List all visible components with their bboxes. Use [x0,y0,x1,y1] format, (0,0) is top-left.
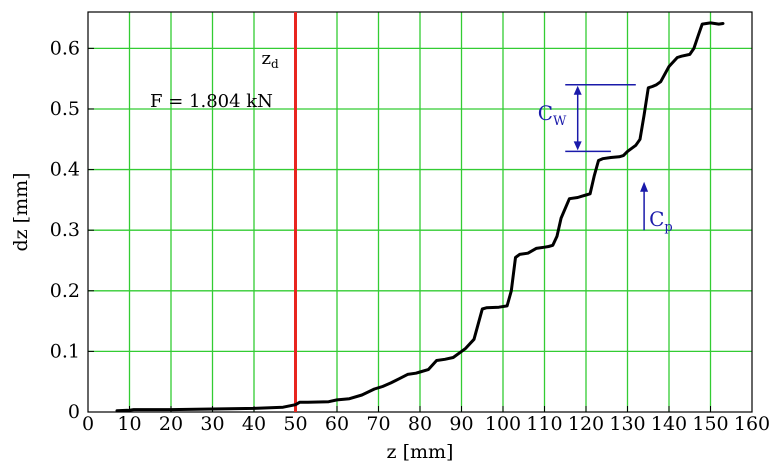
x-tick-label-90: 90 [449,413,473,435]
y-tick-label-0.3: 0.3 [50,219,80,241]
annotations: F = 1.804 kN zd CW Cp [150,48,673,235]
cw-label-sub: W [553,114,567,129]
y-tick-label-0.2: 0.2 [50,280,80,302]
x-tick-label-150: 150 [692,413,728,435]
x-tick-label-130: 130 [609,413,645,435]
cp-arrow-head [640,181,649,192]
x-tick-label-20: 20 [159,413,183,435]
x-tick-label-0: 0 [82,413,94,435]
y-tick-label-0.6: 0.6 [50,37,80,59]
x-tick-label-140: 140 [651,413,687,435]
zd-label-sub: d [271,57,279,71]
cw-label-main: C [538,101,553,125]
x-tick-label-40: 40 [242,413,266,435]
x-tick-label-50: 50 [283,413,307,435]
cp-label-main: C [649,207,664,231]
zd-label-main: z [262,48,271,69]
x-tick-label-60: 60 [325,413,349,435]
x-tick-label-30: 30 [200,413,224,435]
y-axis-label: dz [mm] [10,172,32,251]
cw-arrow-head-down [573,141,582,151]
force-annotation: F = 1.804 kN [150,91,273,112]
y-tick-label-0.5: 0.5 [50,98,80,120]
y-tick-label-0.4: 0.4 [50,159,80,181]
x-axis-label: z [mm] [387,441,454,463]
y-tick-label-0.1: 0.1 [50,340,80,362]
x-tick-label-80: 80 [408,413,432,435]
cw-label: CW [538,101,567,129]
x-tick-label-160: 160 [734,413,770,435]
cp-label: Cp [649,207,673,235]
x-tick-label-10: 10 [117,413,141,435]
x-tick-label-70: 70 [366,413,390,435]
y-tick-label-0: 0 [68,401,80,423]
x-tick-label-100: 100 [485,413,521,435]
cp-label-sub: p [664,220,672,235]
series-line [115,21,725,413]
axis-ticks: 0 10 20 30 40 50 60 70 80 90 100 110 120 130 140 150 160… [50,37,770,435]
cw-arrow-head-up [573,85,582,95]
x-tick-label-110: 110 [526,413,562,435]
x-tick-label-120: 120 [568,413,604,435]
zd-label: zd [262,48,279,71]
grid [88,12,752,412]
